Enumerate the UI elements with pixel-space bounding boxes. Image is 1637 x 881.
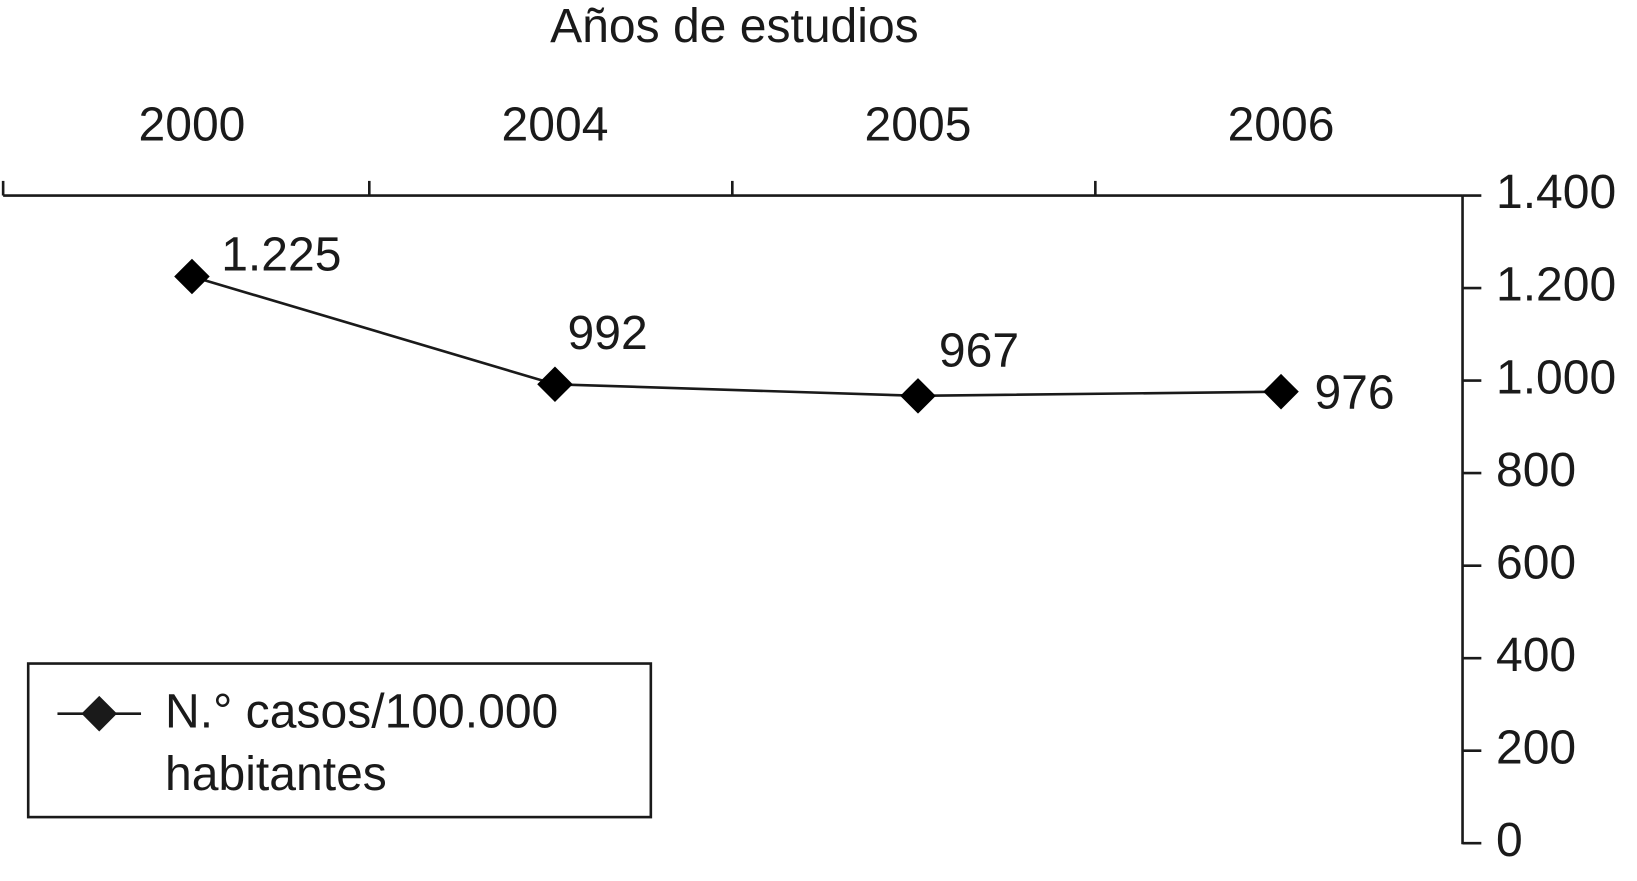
series-line	[191, 275, 1282, 398]
data-point	[900, 378, 936, 414]
data-label: 1.225	[221, 228, 341, 281]
data-point	[1263, 373, 1299, 410]
x-tick-label: 2000	[139, 98, 246, 151]
y-tick-label: 1.400	[1496, 166, 1616, 219]
y-tick-label: 0	[1496, 814, 1523, 867]
chart-title: Años de estudios	[550, 0, 919, 53]
legend-label: N.° casos/100.000 habitantes	[165, 683, 559, 801]
x-tick-label: 2005	[865, 98, 972, 151]
legend-marker	[81, 695, 118, 732]
x-tick-label: 2006	[1228, 98, 1335, 151]
y-tick-label: 800	[1496, 444, 1576, 497]
legend-label-box: N.° casos/100.000 habitantes	[165, 683, 559, 801]
y-tick-label: 1.000	[1496, 351, 1616, 404]
y-tick-label: 400	[1496, 629, 1576, 682]
legend-box	[26, 662, 653, 819]
y-tick-label: 200	[1496, 721, 1576, 774]
data-point	[174, 258, 210, 295]
data-point	[537, 366, 573, 403]
data-label: 976	[1314, 367, 1394, 420]
data-label: 967	[939, 325, 1019, 378]
y-tick-label: 1.200	[1496, 259, 1616, 312]
x-tick-label: 2004	[502, 98, 609, 151]
data-label: 992	[568, 307, 648, 360]
y-tick-label: 600	[1496, 536, 1576, 589]
